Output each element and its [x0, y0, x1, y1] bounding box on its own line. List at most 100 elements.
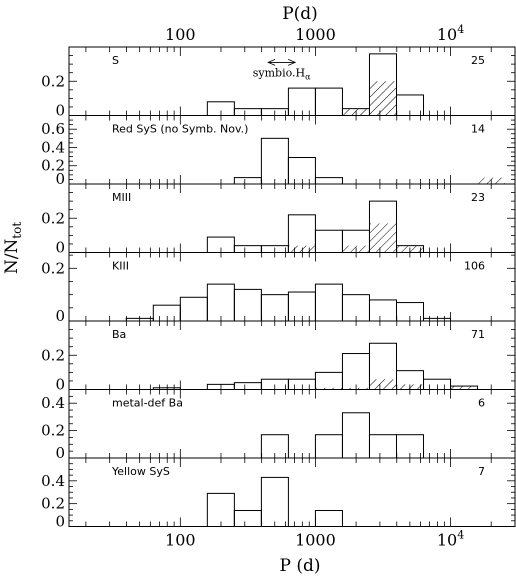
bar-5-3: [368, 434, 397, 459]
bar-1-2: [287, 157, 316, 185]
annotation-0: symbio.Hα: [253, 59, 311, 81]
bar-2-1: [233, 245, 262, 253]
y-tick-label-1-2: 0.4: [41, 138, 65, 156]
bar-3-2: [179, 296, 208, 322]
panel-0: 0 0.2 S 25 symbio.Hα: [41, 46, 516, 120]
y-tick-label-1-3: 0.6: [41, 120, 65, 138]
panel-label-1: Red SyS (no Symb. Nov.): [112, 123, 248, 136]
hatched-bar-0-1: [369, 81, 397, 116]
panel-label-0: S: [112, 54, 119, 67]
bar-1-3: [314, 177, 343, 185]
bar-4-6: [341, 353, 370, 391]
bar-4-5: [314, 371, 343, 390]
y-tick-label-6-1: 0.2: [41, 495, 65, 513]
bar-4-9: [423, 378, 452, 391]
hatched-bar-2-0: [288, 245, 316, 253]
bar-3-9: [368, 299, 397, 322]
panel-label-5: metal-def Ba: [112, 397, 183, 410]
panel-6: 00.2 0.4 Yellow SyS 7: [41, 457, 516, 531]
bar-0-1: [233, 108, 262, 117]
hatched-bar-4-4: [450, 386, 478, 390]
bar-3-4: [233, 288, 262, 322]
bar-3-1: [152, 304, 181, 322]
panel-count-4: 71: [471, 328, 485, 341]
y-tick-label-0-1: 0.2: [41, 72, 65, 90]
x-tick-label-0: 100: [165, 531, 196, 550]
x-tick-label-sup-2: 4: [457, 529, 464, 542]
y-tick-label-2-1: 0.2: [41, 209, 65, 227]
panel-count-5: 6: [478, 397, 485, 410]
y-tick-label-5-2: 0.4: [41, 394, 65, 412]
x-tick-label-top-2: 104: [437, 23, 464, 44]
bar-6-1: [233, 510, 262, 527]
y-tick-label-6-2: 0.4: [41, 472, 65, 490]
hatched-bar-4-2: [369, 379, 397, 390]
panel-count-1: 14: [471, 123, 485, 136]
x-axis-title: P (d): [280, 556, 321, 576]
y-tick-label-1-0: 0: [55, 170, 65, 188]
bar-1-1: [260, 137, 289, 185]
y-tick-label-1-1: 0.2: [41, 157, 65, 175]
hatched-bar-2-2: [369, 223, 397, 253]
bar-6-3: [314, 510, 343, 527]
y-tick-label-2-0: 0: [55, 239, 65, 257]
y-tick-label-4-0: 0: [55, 376, 65, 394]
panel-3: 0 0.2 KIII 106: [41, 252, 516, 325]
y-tick-label-5-0: 0: [55, 444, 65, 462]
y-axis-title: N/Ntot: [2, 222, 24, 275]
annotation-label-sub: α: [305, 72, 311, 81]
y-axis-title-main: N/N: [2, 239, 22, 275]
y-tick-label-3-1: 0.2: [41, 259, 65, 277]
annotation-label: symbio.Hα: [253, 66, 311, 81]
y-tick-label-5-1: 0.2: [41, 422, 65, 440]
y-tick-label-6-0: 0: [55, 513, 65, 531]
x-tick-label-main-2: 10: [437, 531, 457, 550]
bar-6-2: [260, 476, 289, 527]
bar-3-3: [206, 283, 235, 322]
panel-label-6: Yellow SyS: [111, 465, 170, 478]
panel-frame-0: [68, 46, 516, 116]
top-axis: 100 1000 104: [165, 23, 464, 44]
panel-2: 0 0.2 MIII 23: [41, 183, 516, 257]
bar-4-4: [287, 378, 316, 391]
x-tick-label-top-main-0: 100: [165, 25, 196, 44]
x-tick-label-top-main-1: 1000: [295, 25, 336, 44]
bar-4-2: [233, 382, 262, 390]
bar-5-2: [341, 412, 370, 459]
x-tick-label-1: 1000: [295, 531, 336, 550]
x-axis-title-top: P(d): [282, 4, 318, 24]
annotation-arrow-right: [288, 59, 297, 66]
annotation-arrow-left: [267, 59, 276, 66]
x-tick-label-top-1: 1000: [295, 25, 336, 44]
hatched-bar-4-0: [315, 387, 343, 390]
x-tick-label-2: 104: [437, 529, 464, 550]
panel-label-4: Ba: [112, 328, 126, 341]
y-axis-title-sub: tot: [10, 222, 24, 239]
x-tick-label-top-main-2: 10: [437, 25, 457, 44]
bar-1-0: [233, 177, 262, 185]
bar-5-1: [314, 434, 343, 459]
panel-1: 00.20.40.6 Red SyS (no Symb. Nov.) 14: [41, 115, 516, 188]
panel-count-6: 7: [478, 465, 485, 478]
y-tick-label-4-1: 0.2: [41, 346, 65, 364]
x-tick-label-main-1: 1000: [295, 531, 336, 550]
bar-0-4: [314, 87, 343, 116]
panel-label-3: KIII: [112, 260, 129, 273]
bar-3-7: [314, 283, 343, 322]
panel-frame-3: [68, 252, 516, 322]
bar-2-4: [314, 229, 343, 254]
panel-frame-2: [68, 183, 516, 253]
panel-count-0: 25: [471, 54, 485, 67]
x-tick-label-top-0: 100: [165, 25, 196, 44]
panel-count-3: 106: [464, 260, 485, 273]
annotation-label-main: symbio.H: [253, 66, 305, 79]
bar-3-6: [287, 291, 316, 322]
panel-count-2: 23: [471, 191, 485, 204]
bar-0-3: [287, 87, 316, 116]
panel-4: 0 0.2 Ba 71: [41, 320, 516, 394]
y-tick-label-3-0: 0: [55, 307, 65, 325]
x-tick-label-main-0: 100: [165, 531, 196, 550]
